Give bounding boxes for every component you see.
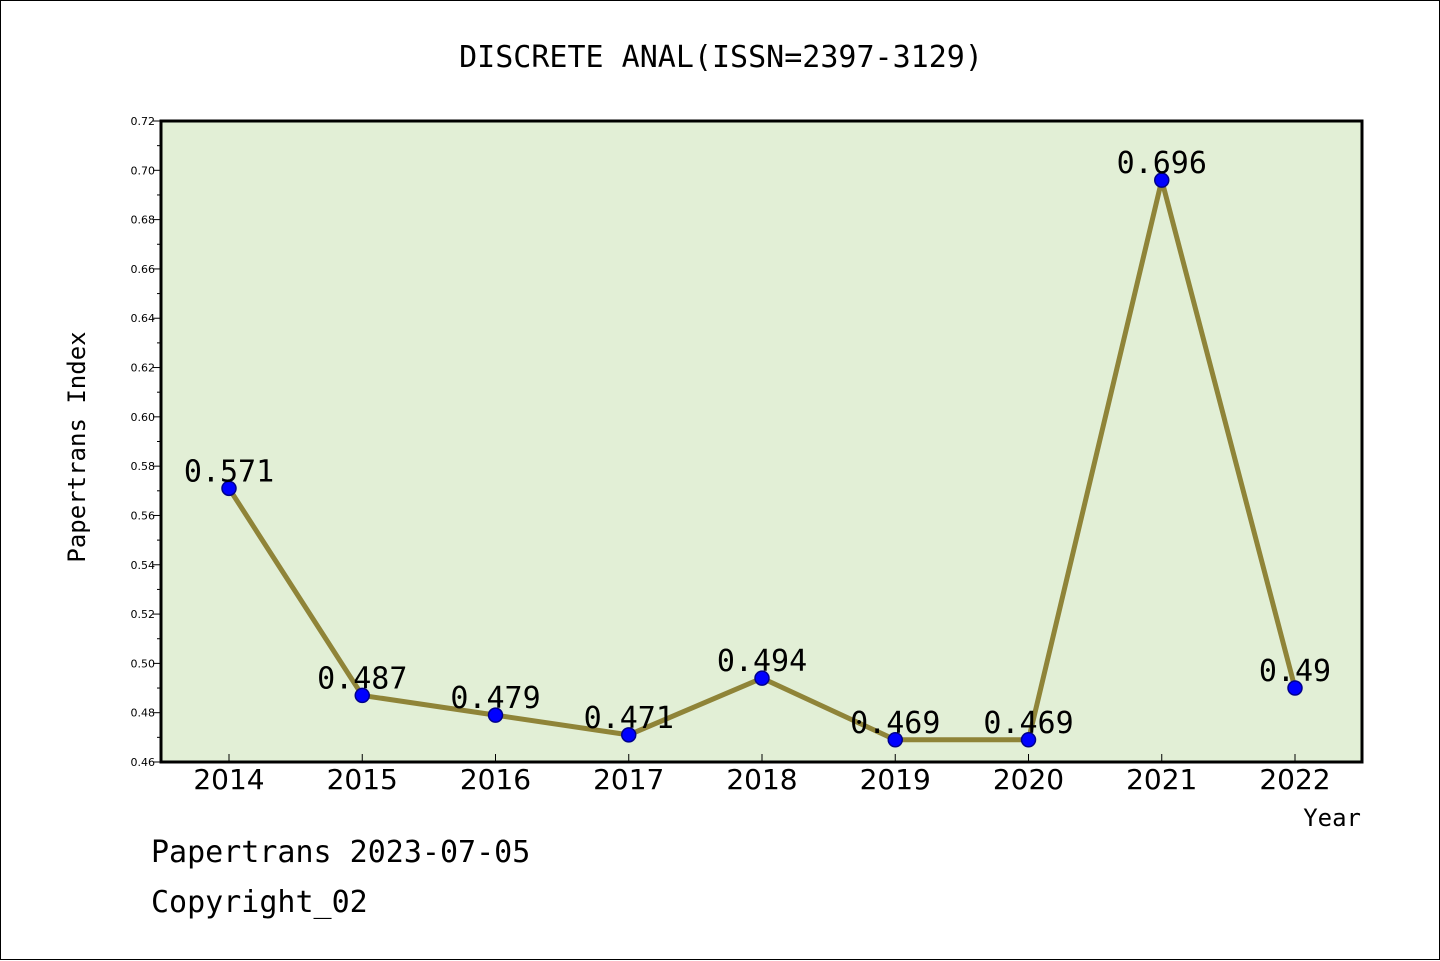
y-tick-label: 0.54: [131, 559, 156, 572]
chart-title: DISCRETE ANAL(ISSN=2397-3129): [459, 40, 983, 75]
y-tick-label: 0.46: [131, 756, 156, 769]
series-layer: [221, 172, 1303, 748]
x-tick-label: 2015: [327, 763, 398, 796]
y-tick-label: 0.60: [131, 411, 156, 424]
data-label: 0.479: [450, 681, 540, 716]
y-tick-label: 0.64: [131, 312, 156, 325]
y-tick-label: 0.50: [131, 657, 156, 670]
y-tick-label: 0.48: [131, 707, 156, 720]
x-tick-label: 2016: [460, 763, 531, 796]
y-tick-label: 0.72: [131, 115, 156, 128]
y-tick-label: 0.58: [131, 460, 156, 473]
footer-date-line: Papertrans 2023-07-05: [151, 835, 531, 870]
data-point: [221, 480, 237, 497]
data-point: [1287, 680, 1303, 696]
data-point: [354, 687, 370, 704]
y-tick-label: 0.52: [131, 608, 156, 621]
plot-frame: [159, 119, 1364, 764]
data-point: [1020, 732, 1037, 748]
data-label: 0.487: [317, 661, 407, 696]
plot-area: [161, 121, 1362, 762]
x-tick-label: 2017: [593, 763, 664, 796]
y-tick-label: 0.62: [131, 362, 156, 375]
data-point: [621, 727, 637, 743]
x-tick-label: 2022: [1259, 763, 1330, 796]
data-label: 0.469: [850, 706, 940, 741]
x-axis-label: Year: [1303, 804, 1361, 832]
data-label: 0.49: [1259, 654, 1331, 689]
data-point: [754, 670, 770, 686]
data-point: [487, 707, 504, 723]
y-axis: 0.46 0.48 0.50 0.52 0.54 0.56 0.58 0.60 0.62 0.64…: [131, 115, 161, 769]
data-label: 0.494: [717, 644, 807, 679]
y-tick-label: 0.70: [131, 164, 156, 177]
data-point: [1154, 172, 1170, 188]
data-label: 0.471: [584, 701, 674, 736]
data-label-layer: 0.571 0.487 0.479 0.471 0.494 0.469 0.469 0.696…: [184, 146, 1331, 741]
x-tick-label: 2018: [726, 763, 797, 796]
y-axis-label: Papertrans Index: [63, 331, 91, 562]
data-label: 0.469: [983, 706, 1073, 741]
data-point: [887, 732, 903, 748]
x-axis: 2014 2015 2016 2017 2018 2019 2020 2021 2022: [193, 754, 1331, 796]
y-tick-label: 0.56: [131, 509, 156, 522]
data-label: 0.571: [184, 454, 274, 489]
x-tick-label: 2021: [1126, 763, 1197, 796]
y-tick-label: 0.68: [131, 214, 156, 227]
data-label: 0.696: [1117, 146, 1207, 181]
x-tick-label: 2014: [193, 763, 264, 796]
footer-copyright-line: Copyright_02: [151, 885, 368, 920]
x-tick-label: 2020: [993, 763, 1064, 796]
x-tick-label: 2019: [860, 763, 931, 796]
y-tick-label: 0.66: [131, 263, 156, 276]
